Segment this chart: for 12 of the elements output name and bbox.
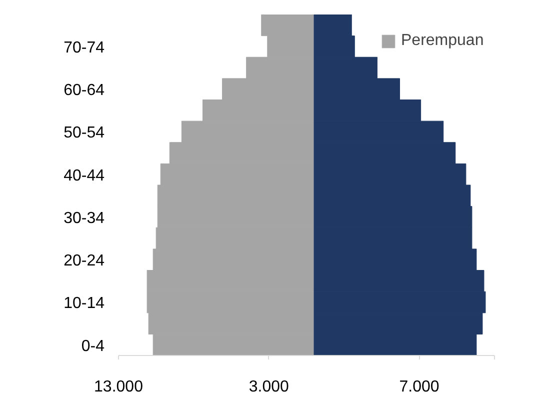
- y-tick-label: 70-74: [64, 39, 105, 56]
- legend-label: Perempuan: [401, 32, 484, 50]
- y-tick-label: 30-34: [64, 210, 105, 227]
- x-tick-label: 7.000: [399, 378, 440, 396]
- y-tick-label: 20-24: [64, 252, 105, 270]
- x-tick-label: 3.000: [248, 378, 290, 396]
- y-tick-label: 60-64: [64, 82, 105, 100]
- y-tick-label: 50-54: [64, 124, 105, 142]
- y-tick-label: 0-4: [81, 338, 105, 355]
- y-tick-label: 40-44: [64, 167, 105, 184]
- x-tick-label: 13.000: [94, 378, 144, 396]
- y-tick-label: 10-14: [64, 295, 105, 312]
